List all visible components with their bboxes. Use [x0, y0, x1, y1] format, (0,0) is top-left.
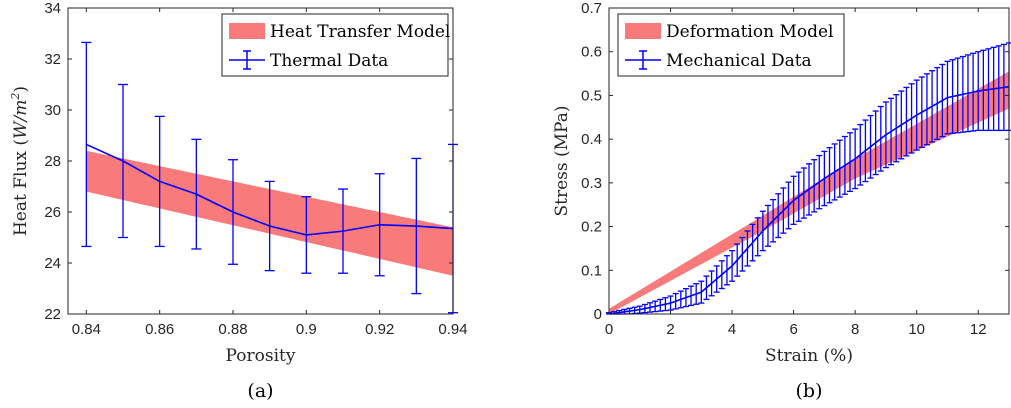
- chart-a-ytick-label: 34: [44, 0, 61, 17]
- chart-a-ytick-label: 28: [44, 153, 61, 170]
- chart-a-xtick-label: 0.84: [72, 321, 101, 338]
- chart-a-xlabel: Porosity: [226, 346, 296, 366]
- chart-a-ytick-label: 26: [44, 204, 61, 221]
- chart-a-legend-line-label: Thermal Data: [270, 51, 388, 71]
- chart-b-ytick-label: 0.3: [581, 175, 602, 192]
- chart-a-ytick-label: 22: [44, 306, 61, 323]
- chart-a-ytick-label: 30: [44, 102, 61, 119]
- chart-b-legend-band-label: Deformation Model: [666, 22, 833, 42]
- chart-a-xtick-label: 0.88: [218, 321, 247, 338]
- chart-b-xtick-label: 0: [605, 321, 613, 338]
- chart-a-line-layer: [86, 143, 454, 236]
- chart-a-data-line: [86, 143, 454, 236]
- chart-b-ytick-label: 0.7: [581, 0, 602, 17]
- chart-b-legend-band-swatch: [625, 23, 661, 39]
- chart-a-legend-band-label: Heat Transfer Model: [270, 22, 450, 42]
- chart-b-xtick-label: 12: [970, 321, 987, 338]
- chart-b-axes-box: [608, 7, 1010, 315]
- chart-b-xlabel: Strain (%): [765, 346, 853, 366]
- chart-b: 0 2 4 6 8 10 12 0 0.1 0.2 0.3 0.4 0.5 0.6 0.7 Strain (…: [552, 0, 1011, 402]
- chart-a-xtick-label: 0.92: [365, 321, 394, 338]
- chart-a-xtick-label: 0.86: [145, 321, 174, 338]
- chart-b-data-line: [608, 85, 1010, 315]
- chart-b-xtick-label: 8: [851, 321, 859, 338]
- chart-b-xtick-label: 4: [728, 321, 736, 338]
- chart-b-ytick-label: 0.5: [581, 87, 602, 104]
- chart-a-legend-band-swatch: [229, 23, 265, 39]
- chart-a-legend: Heat Transfer Model Thermal Data: [221, 13, 450, 77]
- chart-b-legend: Deformation Model Mechanical Data: [617, 13, 845, 77]
- chart-a-xtick-label: 0.94: [438, 321, 467, 338]
- chart-a-axes-box: [67, 7, 454, 315]
- chart-b-ytick-label: 0.1: [581, 262, 602, 279]
- chart-b-xtick-label: 2: [666, 321, 674, 338]
- chart-b-ytick-label: 0: [594, 306, 602, 323]
- chart-b-line-layer: [608, 85, 1010, 315]
- chart-b-caption: (b): [796, 380, 823, 402]
- chart-b-ytick-label: 0.6: [581, 44, 602, 61]
- chart-a-ylabel: Heat Flux (W/m2): [9, 86, 31, 236]
- chart-b-legend-line-label: Mechanical Data: [666, 51, 812, 71]
- chart-a-ytick-label: 32: [44, 51, 61, 68]
- chart-b-xtick-label: 10: [908, 321, 925, 338]
- chart-a: 0.84 0.86 0.88 0.9 0.92 0.94 22 24 26 28 30 32 34 Po…: [9, 0, 468, 402]
- chart-a-ytick-label: 24: [44, 255, 61, 272]
- chart-b-ylabel: Stress (MPa): [552, 106, 572, 217]
- chart-a-xtick-label: 0.9: [296, 321, 317, 338]
- chart-b-xtick-label: 6: [789, 321, 797, 338]
- chart-a-ticks: 0.84 0.86 0.88 0.9 0.92 0.94 22 24 26 28 30 32 34: [44, 0, 467, 338]
- chart-b-ytick-label: 0.4: [581, 131, 602, 148]
- chart-b-ytick-label: 0.2: [581, 219, 602, 236]
- chart-a-caption: (a): [247, 380, 273, 402]
- chart-b-ticks: 0 2 4 6 8 10 12 0 0.1 0.2 0.3 0.4 0.5 0.6 0.7: [581, 0, 1009, 338]
